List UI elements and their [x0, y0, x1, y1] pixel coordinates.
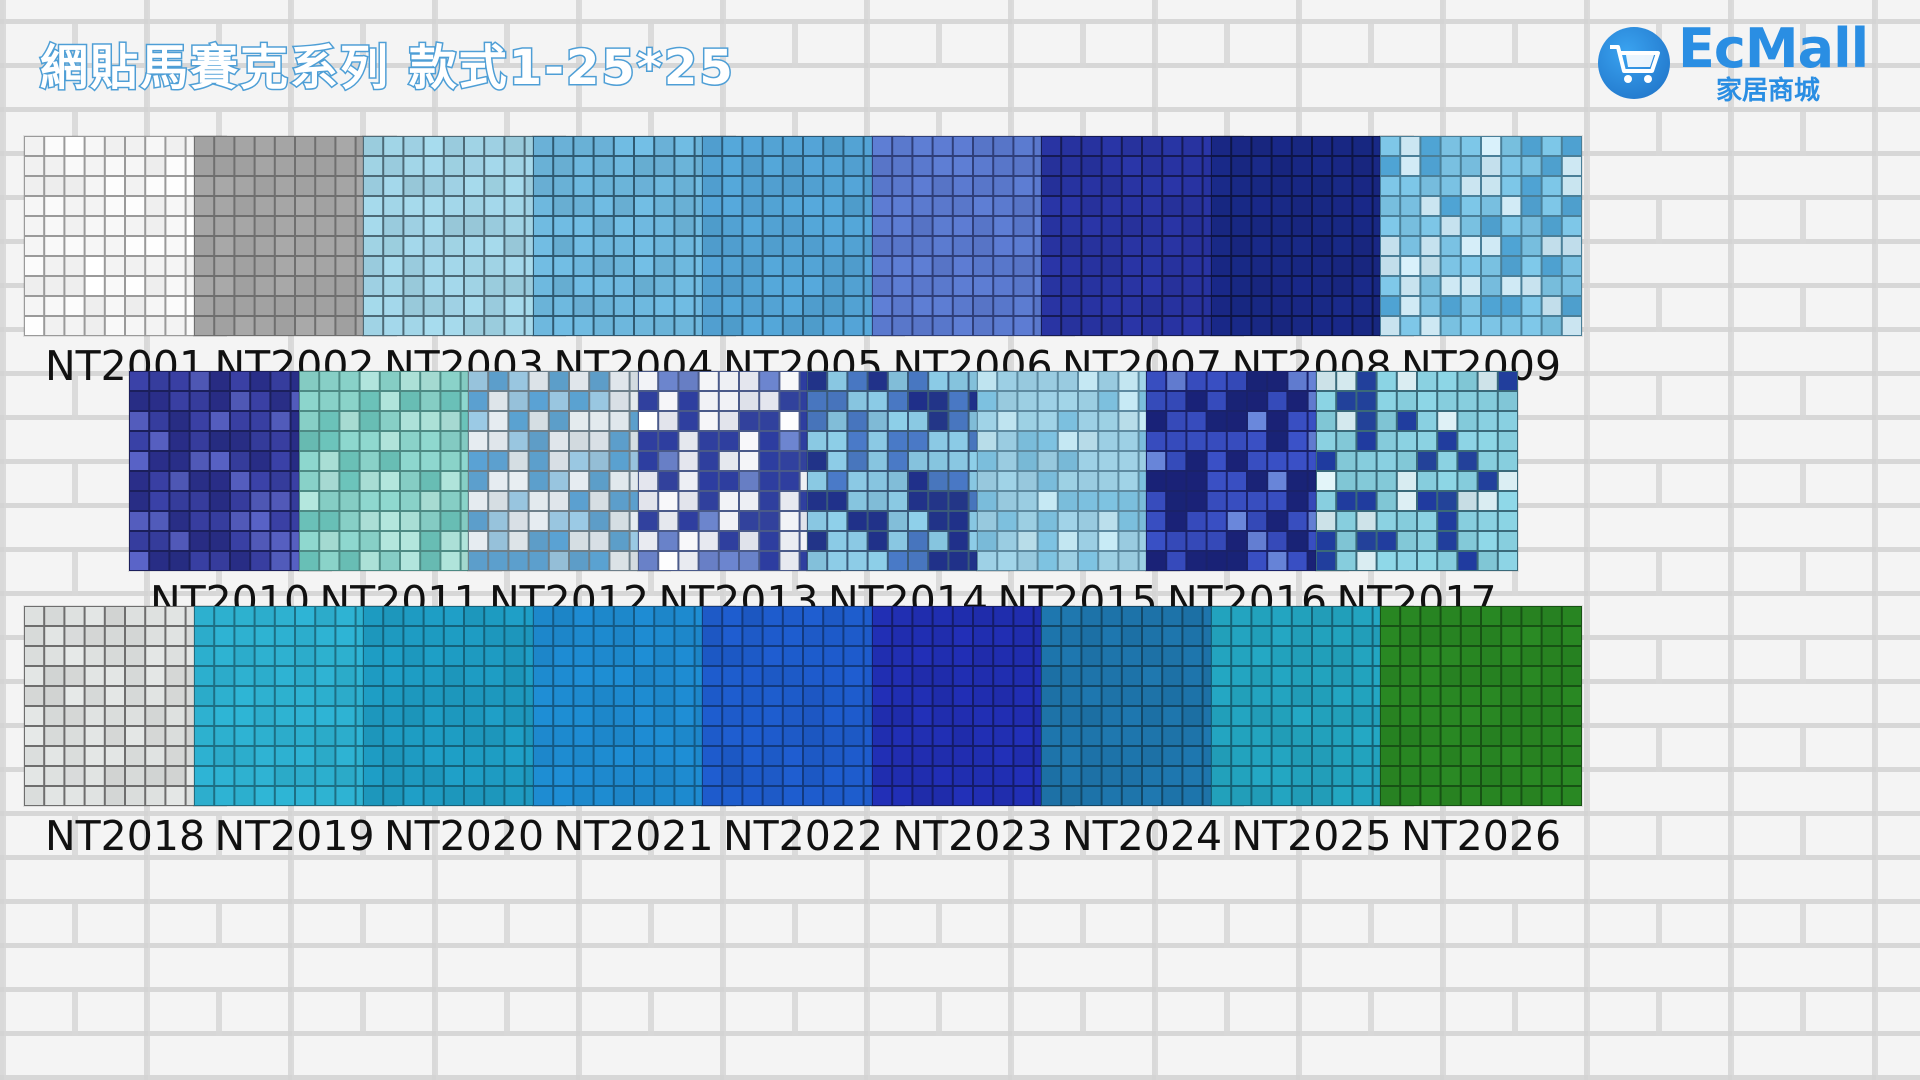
mosaic-swatch [298, 371, 501, 571]
logo-subtitle: 家居商城 [1716, 76, 1821, 106]
ecmall-logo: EcMall 家居商城 [1598, 18, 1898, 108]
tile-card-nt2004: NT2004 [532, 136, 735, 390]
mosaic-swatch [871, 136, 1074, 336]
mosaic-swatch [1210, 606, 1413, 806]
mosaic-swatch [976, 371, 1179, 571]
tile-card-nt2023: NT2023 [871, 606, 1074, 860]
mosaic-swatch [24, 136, 226, 336]
mosaic-swatch [193, 136, 396, 336]
tile-card-nt2002: NT2002 [193, 136, 396, 390]
tile-card-nt2018: NT2018 [24, 606, 226, 860]
tile-code-label: NT2023 [892, 812, 1053, 860]
tile-code-label: NT2024 [1061, 812, 1223, 860]
mosaic-swatch [363, 136, 565, 336]
tile-card-nt2001: NT2001 [24, 136, 226, 390]
mosaic-swatch [1146, 371, 1348, 571]
tile-card-nt2017: NT2017 [1315, 371, 1518, 625]
tile-card-nt2025: NT2025 [1210, 606, 1413, 860]
tile-card-nt2020: NT2020 [363, 606, 565, 860]
tile-card-nt2016: NT2016 [1146, 371, 1348, 625]
mosaic-swatch [1380, 136, 1582, 336]
mosaic-swatch [702, 136, 904, 336]
mosaic-swatch [1380, 606, 1582, 806]
tile-code-label: NT2018 [44, 812, 206, 860]
shopping-cart-icon [1598, 27, 1670, 99]
tile-card-nt2026: NT2026 [1380, 606, 1582, 860]
tile-code-label: NT2021 [553, 812, 714, 860]
tile-code-label: NT2019 [214, 812, 375, 860]
page-title: 網貼馬賽克系列 款式1-25*25 [39, 39, 735, 98]
tile-card-nt2009: NT2009 [1380, 136, 1582, 390]
mosaic-swatch [24, 606, 226, 806]
mosaic-swatch [363, 606, 565, 806]
mosaic-swatch [871, 606, 1074, 806]
tile-code-label: NT2022 [722, 812, 884, 860]
logo-brand: EcMall [1678, 17, 1869, 80]
tile-code-label: NT2026 [1400, 812, 1562, 860]
tile-card-nt2003: NT2003 [363, 136, 565, 390]
tile-code-label: NT2020 [383, 812, 545, 860]
tile-card-nt2011: NT2011 [298, 371, 501, 625]
tile-card-nt2015: NT2015 [976, 371, 1179, 625]
mosaic-swatch [1315, 371, 1518, 571]
tile-code-label: NT2025 [1231, 812, 1392, 860]
